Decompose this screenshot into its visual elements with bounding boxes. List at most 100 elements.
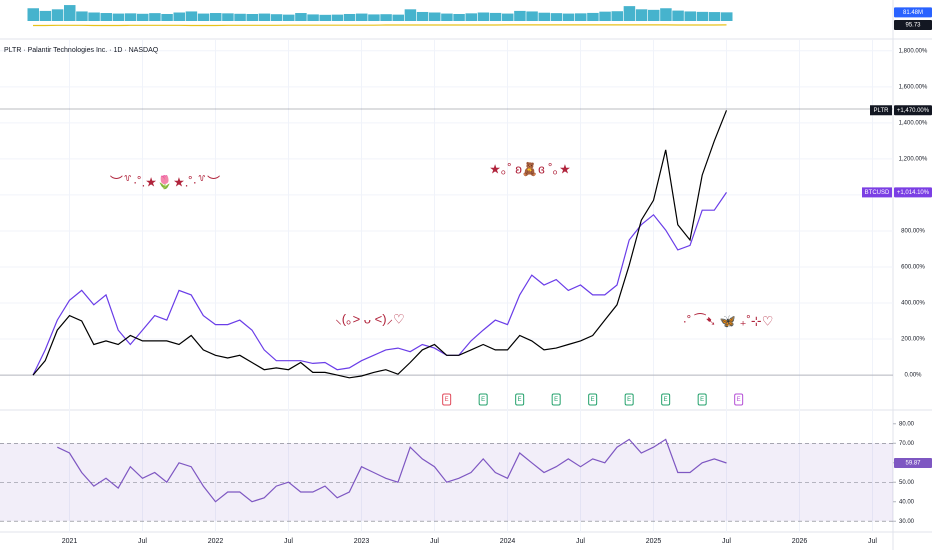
y-tick-label: 1,400.00% — [899, 120, 928, 126]
volume-bar — [27, 8, 39, 21]
volume-bar — [721, 12, 733, 21]
earnings-marker — [588, 393, 598, 406]
x-tick-label: Jul — [722, 538, 731, 545]
sticker-annotation: ⸜(｡> ᴗ <)⸝♡ — [335, 311, 404, 326]
last-value-box — [894, 19, 932, 30]
y-tick-label: 1,200.00% — [899, 156, 928, 162]
earnings-label: E — [445, 397, 449, 403]
y-tick-label: 30.00 — [899, 519, 915, 525]
volume-bar — [368, 14, 380, 21]
volume-bar — [270, 14, 283, 21]
volume-bar — [137, 13, 149, 21]
volume-bar — [149, 13, 161, 21]
sticker-annotation: ·˚ ⁀➷ 🦋 ₊˚⊹♡ — [683, 313, 774, 328]
volume-bar — [477, 12, 490, 21]
earnings-label: E — [700, 397, 704, 403]
y-tick-label: 200.00% — [901, 337, 925, 343]
series-name: PLTR — [874, 108, 890, 114]
volume-bar — [185, 11, 198, 21]
volume-bar — [173, 12, 185, 21]
chart-title: PLTR · Palantir Technologies Inc. · 1D ·… — [4, 47, 159, 54]
last-value-label: +1,470.00% — [897, 108, 930, 114]
volume-bar — [502, 13, 514, 21]
x-tick-label: 2023 — [354, 538, 370, 545]
earnings-label: E — [664, 397, 668, 403]
volume-bar — [331, 14, 344, 21]
volume-bar — [526, 11, 538, 21]
volume-bar — [112, 13, 125, 21]
volume-bar — [696, 11, 709, 21]
volume-bar — [210, 13, 222, 21]
earnings-label: E — [518, 397, 522, 403]
earnings-marker — [551, 393, 561, 406]
earnings-marker — [734, 393, 744, 406]
volume-bar — [611, 11, 623, 21]
series-line — [57, 438, 727, 503]
volume-bar — [258, 13, 271, 21]
last-value-label: 59.87 — [905, 461, 921, 467]
volume-bar — [246, 13, 258, 21]
volume-bar — [489, 12, 502, 21]
y-tick-label: 1,600.00% — [899, 84, 928, 90]
earnings-label: E — [554, 397, 558, 403]
volume-bar — [635, 9, 648, 21]
y-tick-label: 40.00 — [899, 499, 915, 505]
volume-bar — [575, 13, 587, 21]
x-tick-label: Jul — [868, 538, 877, 545]
volume-bar — [708, 12, 721, 21]
volume-bar — [538, 12, 550, 21]
volume-bar — [587, 12, 599, 21]
series-line — [33, 24, 727, 27]
x-tick-label: Jul — [284, 538, 293, 545]
volume-bar — [660, 8, 672, 21]
series-name-box — [862, 187, 892, 198]
y-tick-label: 800.00% — [901, 229, 925, 235]
volume-bar — [416, 11, 429, 21]
last-value-box — [894, 105, 932, 116]
series-line — [32, 192, 727, 376]
x-tick-label: Jul — [576, 538, 585, 545]
volume-bar — [550, 13, 563, 21]
y-tick-label: 0.00% — [904, 373, 922, 379]
volume-bar — [380, 14, 392, 21]
x-tick-label: 2021 — [62, 538, 78, 545]
volume-bar — [623, 6, 636, 21]
last-value-box — [894, 187, 932, 198]
sticker-annotation: ★｡˚ ʚ🧸ɞ ˚｡★ — [489, 161, 571, 177]
volume-bar — [404, 9, 417, 21]
volume-bar — [465, 13, 477, 21]
x-tick-label: 2026 — [792, 538, 808, 545]
volume-bar — [295, 13, 307, 21]
x-tick-label: 2024 — [500, 538, 516, 545]
earnings-marker — [442, 393, 452, 406]
y-tick-label: 80.00 — [899, 421, 915, 427]
volume-bar — [343, 13, 356, 21]
earnings-marker — [624, 393, 634, 406]
volume-bar — [124, 13, 137, 21]
volume-bar — [392, 14, 404, 21]
volume-bar — [283, 14, 295, 21]
volume-bar — [88, 12, 100, 21]
volume-bar — [562, 13, 575, 21]
series-name: BTCUSD — [865, 190, 890, 196]
last-value-label: 81.48M — [903, 10, 923, 16]
volume-bar — [429, 12, 441, 21]
last-value-box — [894, 7, 932, 18]
earnings-marker — [661, 393, 671, 406]
volume-bar — [319, 14, 331, 21]
y-tick-label: 50.00 — [899, 480, 915, 486]
volume-bar — [684, 11, 696, 21]
x-tick-label: Jul — [430, 538, 439, 545]
y-tick-label: 400.00% — [901, 301, 925, 307]
y-tick-label: 600.00% — [901, 265, 925, 271]
volume-bar — [307, 14, 319, 21]
sticker-annotation: ︶꒷·˚.★🌷★.˚·꒷︶ — [110, 174, 220, 189]
x-tick-label: Jul — [138, 538, 147, 545]
volume-bar — [514, 10, 526, 21]
y-tick-label: 1,800.00% — [899, 48, 928, 54]
volume-bar — [356, 13, 368, 21]
x-tick-label: 2025 — [646, 538, 662, 545]
